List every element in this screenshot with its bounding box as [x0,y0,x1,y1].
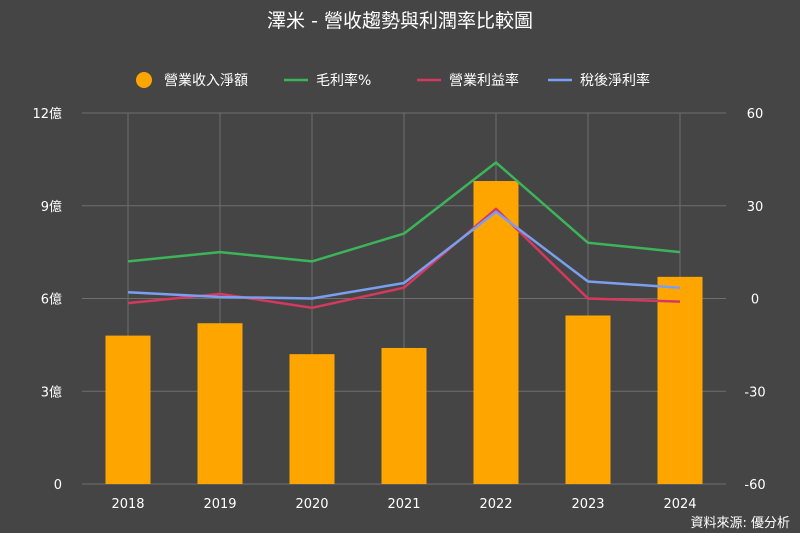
y-left-tick-label: 3億 [41,384,62,400]
bar [289,354,335,484]
x-tick-label: 2024 [663,497,696,512]
x-tick-label: 2018 [111,497,144,512]
series-line [127,207,681,310]
x-tick-label: 2021 [387,497,420,512]
legend-label: 營業利益率 [449,72,519,89]
legend-marker-dot [136,72,152,88]
bar-series [105,181,703,484]
bar [381,347,427,484]
bar [657,276,703,484]
bar [197,323,243,484]
line-series [127,161,681,310]
chart-legend: 營業收入淨額 毛利率% 營業利益率 稅後淨利率 [136,72,650,89]
left-axis: 0 3億 6億 9億 12億 [32,106,62,493]
y-right-tick-label: 60 [747,107,764,122]
x-tick-label: 2023 [571,497,604,512]
y-right-tick-label: -30 [744,385,765,400]
y-left-tick-label: 9億 [41,199,62,215]
y-right-tick-label: 30 [747,200,764,215]
series-line [127,210,681,300]
y-left-tick-label: 6億 [41,292,62,308]
y-left-tick-label: 0 [54,478,62,493]
chart-title: 澤米 - 營收趨勢與利潤率比較圖 [267,10,533,32]
x-tick-label: 2019 [203,497,236,512]
bar [105,335,151,484]
y-left-tick-label: 12億 [32,106,62,122]
x-axis: 2018 2019 2020 2021 2022 2023 2024 [111,497,696,512]
x-tick-label: 2022 [479,497,512,512]
x-tick-label: 2020 [295,497,328,512]
bar [473,181,519,484]
bar [565,315,611,484]
legend-label: 毛利率% [316,72,371,89]
source-note: 資料來源: 優分析 [690,516,790,531]
y-right-tick-label: -60 [744,478,765,493]
legend-label: 稅後淨利率 [580,72,650,89]
y-right-tick-label: 0 [751,293,759,308]
legend-label: 營業收入淨額 [164,73,248,89]
series-line [127,161,681,263]
right-axis: -60 -30 0 30 60 [744,107,765,493]
